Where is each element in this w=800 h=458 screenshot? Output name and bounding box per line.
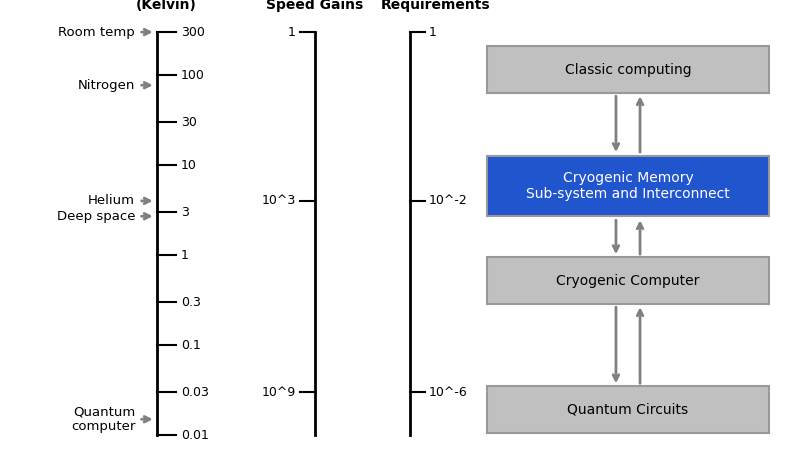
Text: Deep space: Deep space (57, 210, 135, 223)
Text: 3: 3 (181, 206, 189, 218)
Text: Quantum
computer: Quantum computer (71, 405, 135, 433)
Text: 10^9: 10^9 (262, 386, 296, 398)
Text: 0.3: 0.3 (181, 295, 201, 309)
FancyBboxPatch shape (487, 156, 769, 216)
Text: 100: 100 (181, 69, 205, 82)
Text: 10^-6: 10^-6 (429, 386, 468, 398)
Text: Cryogenic Computer: Cryogenic Computer (556, 274, 700, 288)
Text: Cryogenic Memory
Sub-system and Interconnect: Cryogenic Memory Sub-system and Intercon… (526, 171, 730, 201)
FancyBboxPatch shape (487, 46, 769, 93)
Text: 1: 1 (181, 249, 189, 262)
Text: 10^-2: 10^-2 (429, 194, 468, 207)
Text: 1: 1 (288, 26, 296, 38)
Text: Temperature
(Kelvin): Temperature (Kelvin) (116, 0, 217, 12)
Text: 0.01: 0.01 (181, 429, 209, 442)
Text: 1: 1 (429, 26, 437, 38)
FancyBboxPatch shape (487, 386, 769, 433)
FancyBboxPatch shape (487, 257, 769, 304)
Text: Room temp: Room temp (58, 26, 135, 38)
Text: Quantum Circuits: Quantum Circuits (567, 403, 689, 417)
Text: 0.1: 0.1 (181, 338, 201, 352)
Text: 0.03: 0.03 (181, 386, 209, 398)
Text: Energy
Requirements: Energy Requirements (380, 0, 490, 12)
Text: 300: 300 (181, 26, 205, 38)
Text: Classic computing: Classic computing (565, 63, 691, 76)
Text: Computing
Speed Gains: Computing Speed Gains (266, 0, 363, 12)
Text: Helium: Helium (88, 194, 135, 207)
Text: Nitrogen: Nitrogen (78, 79, 135, 92)
Text: 30: 30 (181, 115, 197, 129)
Text: 10^3: 10^3 (262, 194, 296, 207)
Text: 10: 10 (181, 158, 197, 172)
